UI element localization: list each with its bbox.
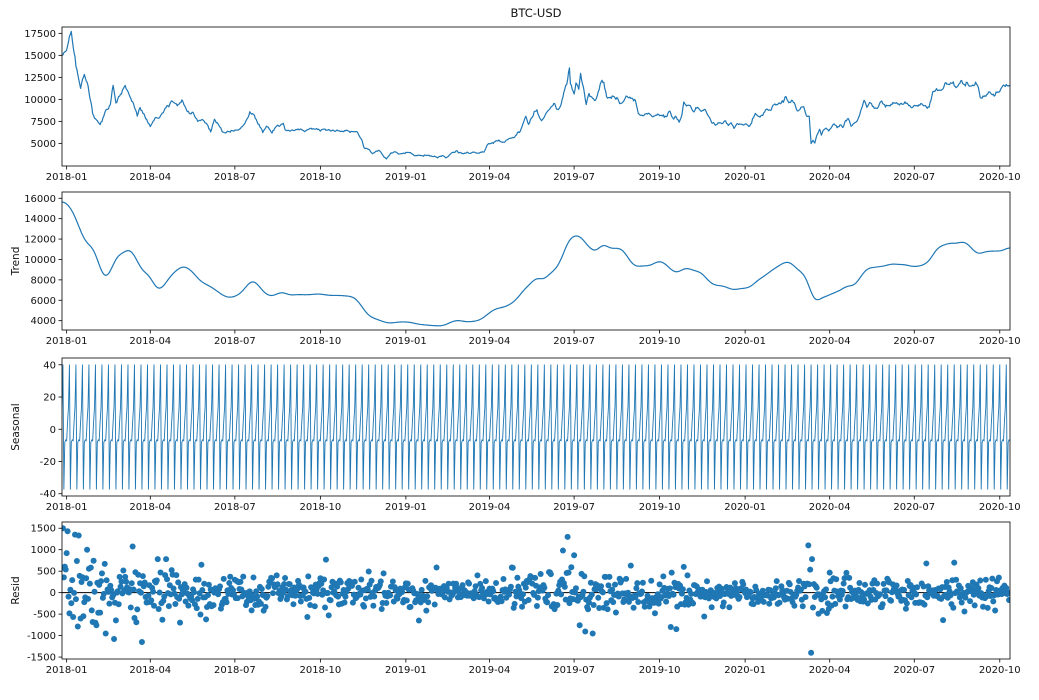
- trend-xtick-label: 2020-04: [809, 336, 851, 347]
- resid-xtick-label: 2020-01: [724, 665, 766, 676]
- resid-xtick-label: 2018-04: [129, 665, 171, 676]
- resid-ytick-label: 1500: [31, 524, 56, 535]
- seasonal-xtick-label: 2019-04: [469, 502, 511, 513]
- resid-xtick-label: 2019-10: [639, 665, 681, 676]
- seasonal-xtick-label: 2020-10: [979, 502, 1021, 513]
- resid-xtick-label: 2019-07: [553, 665, 595, 676]
- trend-ylabel: Trend: [10, 247, 22, 277]
- seasonal-ytick-label: 20: [43, 393, 56, 404]
- seasonal-spines: [61, 357, 1011, 497]
- seasonal-ylabel: Seasonal: [10, 403, 22, 450]
- trend-xtick-label: 2019-07: [553, 336, 595, 347]
- trend-xtick-label: 2020-10: [979, 336, 1021, 347]
- resid-xtick-label: 2018-01: [46, 665, 88, 676]
- trend-xtick-label: 2018-07: [214, 336, 256, 347]
- observed-xtick-label: 2019-01: [385, 172, 427, 183]
- resid-ytick-label: 500: [37, 567, 56, 578]
- trend-ytick-label: 12000: [24, 235, 56, 246]
- seasonal-xtick-label: 2019-01: [385, 502, 427, 513]
- observed-ytick-label: 17500: [24, 29, 56, 40]
- observed-ytick-label: 12500: [24, 73, 56, 84]
- resid-xtick-label: 2019-04: [469, 665, 511, 676]
- resid-ytick-label: -1000: [27, 631, 56, 642]
- resid-xtick-label: 2019-01: [385, 665, 427, 676]
- trend-ytick-label: 6000: [31, 296, 56, 307]
- resid-ytick-label: 1000: [31, 545, 56, 556]
- trend-xtick-label: 2019-10: [639, 336, 681, 347]
- trend-ytick-label: 16000: [24, 194, 56, 205]
- trend-xtick-label: 2018-10: [299, 336, 341, 347]
- observed-xtick-label: 2019-07: [553, 172, 595, 183]
- observed-xtick-label: 2020-10: [979, 172, 1021, 183]
- observed-ytick-label: 10000: [24, 95, 56, 106]
- resid-ytick-label: -1500: [27, 653, 56, 664]
- observed-spines: [61, 26, 1011, 167]
- trend-line: [62, 201, 1010, 327]
- trend-ytick-label: 14000: [24, 214, 56, 225]
- observed-ytick-label: 15000: [24, 51, 56, 62]
- trend-xtick-label: 2019-01: [385, 336, 427, 347]
- observed-ytick-label: 5000: [31, 139, 56, 150]
- trend-ytick-label: 10000: [24, 255, 56, 266]
- observed-xtick-label: 2018-10: [299, 172, 341, 183]
- panel-seasonal: -40 -20 0 20 40 2018-01 2018-04 2018-07 2018-10 2…: [10, 357, 1021, 513]
- observed-xtick-label: 2018-04: [129, 172, 171, 183]
- chart-title: BTC-USD: [511, 6, 562, 20]
- seasonal-xtick-label: 2018-07: [214, 502, 256, 513]
- seasonal-xtick-label: 2019-10: [639, 502, 681, 513]
- seasonal-xtick-label: 2018-04: [129, 502, 171, 513]
- resid-xtick-label: 2020-04: [809, 665, 851, 676]
- seasonal-xtick-label: 2020-01: [724, 502, 766, 513]
- resid-ytick-label: 0: [50, 588, 56, 599]
- seasonal-xtick-label: 2019-07: [553, 502, 595, 513]
- resid-xtick-label: 2020-10: [979, 665, 1021, 676]
- resid-xtick-label: 2018-07: [214, 665, 256, 676]
- observed-xtick-label: 2018-01: [46, 172, 88, 183]
- trend-ytick-label: 8000: [31, 275, 56, 286]
- panel-trend: 4000 6000 8000 10000 12000 14000 16000 2018-01 2…: [10, 191, 1021, 347]
- observed-xtick-label: 2020-04: [809, 172, 851, 183]
- resid-ylabel: Resid: [10, 576, 22, 604]
- seasonal-ytick-label: -40: [40, 489, 56, 500]
- trend-xtick-label: 2020-01: [724, 336, 766, 347]
- panel-resid: -1500 -1000 -500 0 500 1000 1500 2018-01 2018-04…: [10, 521, 1021, 676]
- trend-ytick-label: 4000: [31, 316, 56, 327]
- resid-xtick-label: 2018-10: [299, 665, 341, 676]
- observed-xtick-label: 2020-07: [893, 172, 935, 183]
- observed-xtick-label: 2018-07: [214, 172, 256, 183]
- observed-xtick-label: 2019-10: [639, 172, 681, 183]
- trend-xtick-label: 2018-01: [46, 336, 88, 347]
- resid-scatter: [62, 525, 1010, 656]
- seasonal-xtick-label: 2018-01: [46, 502, 88, 513]
- observed-xtick-label: 2019-04: [469, 172, 511, 183]
- observed-xtick-label: 2020-01: [724, 172, 766, 183]
- observed-line: [62, 30, 1010, 160]
- seasonal-ytick-label: -20: [40, 457, 56, 468]
- trend-xtick-label: 2019-04: [469, 336, 511, 347]
- trend-spines: [61, 191, 1011, 331]
- trend-xtick-label: 2018-04: [129, 336, 171, 347]
- resid-spines: [61, 521, 1011, 660]
- resid-ytick-label: -500: [33, 610, 56, 621]
- seasonal-ytick-label: 0: [50, 425, 56, 436]
- seasonal-xtick-label: 2020-04: [809, 502, 851, 513]
- panel-observed: 5000 7500 10000 12500 15000 17500 2018-01 2018-…: [24, 26, 1021, 183]
- seasonal-xtick-label: 2020-07: [893, 502, 935, 513]
- trend-xtick-label: 2020-07: [893, 336, 935, 347]
- observed-ytick-label: 7500: [31, 117, 56, 128]
- seasonal-line: [62, 364, 1010, 490]
- seasonal-ytick-label: 40: [43, 360, 56, 371]
- resid-xtick-label: 2020-07: [893, 665, 935, 676]
- seasonal-xtick-label: 2018-10: [299, 502, 341, 513]
